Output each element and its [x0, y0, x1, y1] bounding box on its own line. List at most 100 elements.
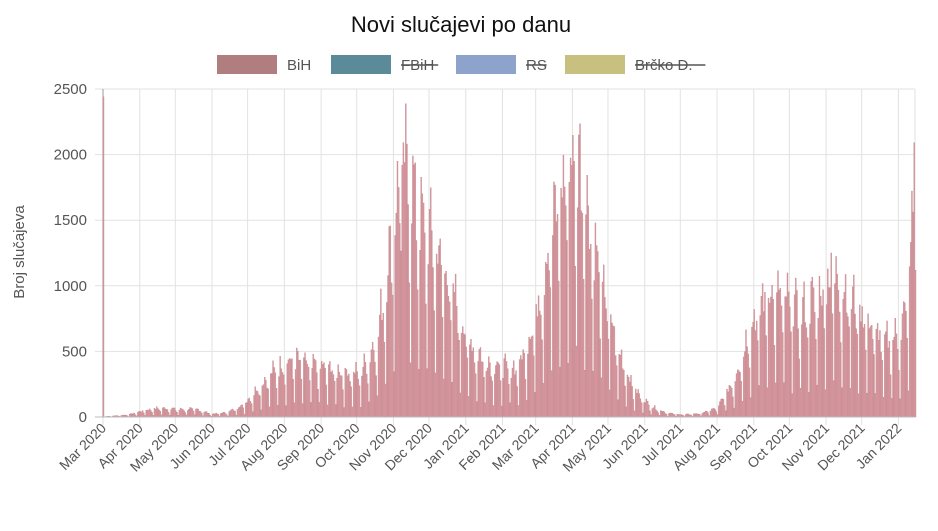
bar	[368, 401, 370, 418]
bar	[578, 134, 580, 418]
bar	[609, 389, 611, 418]
bar	[822, 289, 824, 418]
bar	[201, 413, 203, 418]
bar	[403, 162, 406, 418]
bar	[304, 352, 306, 418]
bar	[239, 406, 241, 418]
bar	[812, 287, 815, 418]
y-tick-label: 0	[79, 409, 87, 426]
bar	[764, 292, 766, 418]
bar	[713, 408, 715, 418]
bar	[886, 320, 888, 418]
bar	[360, 407, 362, 418]
bar	[865, 349, 867, 418]
bar	[396, 161, 399, 418]
legend-swatch	[456, 55, 516, 74]
bar	[342, 389, 344, 418]
legend-item-3[interactable]: RS	[456, 55, 547, 74]
bar	[497, 362, 499, 418]
legend-item-2[interactable]: FBiH	[331, 55, 439, 74]
bar	[663, 411, 665, 418]
bar	[355, 362, 357, 418]
bar	[240, 405, 242, 418]
bar	[661, 411, 663, 418]
bar	[371, 342, 374, 418]
y-tick-label: 1000	[54, 278, 87, 295]
bar	[831, 313, 834, 418]
bar	[550, 370, 553, 418]
bar	[511, 367, 514, 418]
bar	[718, 405, 720, 418]
bar	[335, 404, 337, 418]
bar	[228, 411, 230, 418]
bar	[555, 221, 557, 418]
bar	[889, 374, 892, 418]
bar	[593, 280, 595, 418]
bar	[530, 336, 533, 418]
bar	[494, 374, 496, 418]
bar	[503, 358, 505, 418]
bar	[834, 283, 836, 418]
bar	[358, 385, 361, 418]
bar	[772, 299, 774, 418]
bar	[437, 263, 439, 418]
bar	[405, 103, 407, 418]
bar	[478, 349, 480, 418]
bar	[320, 361, 323, 418]
bar	[325, 384, 328, 418]
bar	[750, 397, 752, 418]
bar	[828, 287, 830, 418]
bar	[752, 321, 754, 418]
bar	[447, 295, 450, 418]
bar	[591, 298, 593, 418]
bar	[903, 301, 905, 418]
bar	[290, 359, 292, 418]
bar	[638, 393, 640, 418]
bar	[387, 275, 389, 418]
bar	[820, 296, 822, 418]
bar	[466, 357, 469, 418]
bar	[542, 383, 544, 418]
bar	[510, 377, 512, 418]
bar	[373, 350, 375, 418]
bar	[247, 398, 249, 418]
legend-item-1[interactable]: BiH	[217, 55, 311, 74]
bar	[272, 360, 274, 418]
bar	[347, 375, 349, 418]
bar	[737, 369, 739, 418]
bar	[566, 240, 568, 418]
bar	[572, 135, 574, 418]
bar	[420, 177, 422, 418]
bar	[623, 370, 625, 418]
bar	[901, 313, 904, 418]
bar	[855, 328, 857, 418]
bar	[159, 410, 162, 418]
bar	[248, 397, 250, 418]
bar	[192, 410, 195, 418]
bar	[285, 405, 287, 418]
bar	[841, 387, 843, 418]
bar	[619, 355, 622, 418]
bar	[419, 250, 421, 418]
bar	[313, 358, 316, 418]
bar	[754, 330, 757, 418]
bar	[617, 399, 619, 418]
bar	[147, 409, 150, 418]
legend-item-4[interactable]: Brčko D.	[565, 55, 706, 74]
bar	[433, 310, 435, 418]
bar	[274, 372, 277, 418]
bar	[249, 401, 252, 418]
bar	[153, 408, 156, 418]
bar	[817, 318, 819, 418]
bar	[646, 400, 649, 418]
bar	[629, 381, 631, 418]
bar	[830, 252, 833, 418]
bar	[767, 298, 770, 418]
bar	[364, 362, 367, 418]
bar	[887, 347, 889, 418]
bar	[255, 390, 258, 418]
bar	[537, 295, 540, 418]
bar	[281, 372, 284, 418]
bar	[337, 364, 339, 418]
bar	[299, 359, 301, 418]
